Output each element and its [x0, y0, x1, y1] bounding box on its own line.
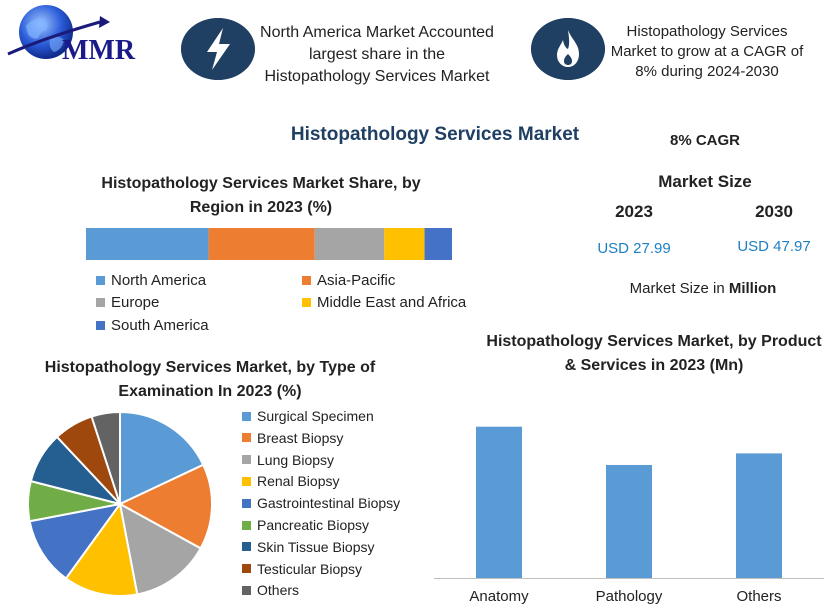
- market-size-title: Market Size: [658, 172, 752, 191]
- legend-swatch: [242, 455, 251, 465]
- region-segment-north-america: [86, 228, 209, 260]
- legend-swatch: [302, 298, 311, 307]
- legend-label: Gastrointestinal Biopsy: [257, 495, 401, 512]
- exam-legend-item: Lung Biopsy: [242, 452, 334, 468]
- flame-icon: [531, 18, 605, 80]
- exam-chart-title: Histopathology Services Market, by Type …: [44, 359, 376, 400]
- legend-swatch: [242, 585, 251, 595]
- pie-slice-others: [90, 410, 121, 505]
- legend-label: Middle East and Africa: [317, 294, 467, 311]
- mmr-logo: MMR: [7, 5, 136, 66]
- region-legend: North America Asia-Pacific Europe Middle Ea…: [96, 272, 496, 338]
- legend-swatch: [242, 498, 251, 508]
- exam-legend-item: Skin Tissue Biopsy: [242, 539, 375, 555]
- legend-label: Europe: [111, 294, 160, 311]
- region-legend-item: South America: [96, 317, 209, 334]
- legend-swatch: [242, 476, 251, 486]
- region-segment-europe: [314, 228, 385, 260]
- bar-others: [736, 453, 782, 578]
- exam-legend-item: Breast Biopsy: [242, 430, 343, 446]
- region-segment-middle-east-and-africa: [384, 228, 425, 260]
- pie-slice-gastrointestinal-biopsy: [28, 502, 123, 580]
- year-start: 2023: [615, 202, 653, 221]
- exam-pie-chart: [27, 410, 213, 597]
- region-segment-south-america: [424, 228, 452, 260]
- exam-legend-item: Gastrointestinal Biopsy: [242, 495, 400, 511]
- legend-label: North America: [111, 272, 207, 289]
- region-legend-item: North America: [96, 272, 206, 289]
- legend-label: Others: [257, 582, 300, 599]
- legend-swatch: [96, 276, 105, 285]
- exam-legend-item: Testicular Biopsy: [242, 561, 362, 577]
- legend-swatch: [242, 433, 251, 443]
- legend-label: South America: [111, 317, 209, 334]
- region-legend-item: Asia-Pacific: [302, 272, 395, 289]
- product-chart-title: Histopathology Services Market, by Produ…: [486, 333, 822, 374]
- product-x-axis: Anatomy Pathology Others: [434, 588, 824, 610]
- bar-pathology: [606, 464, 652, 578]
- pie-slice-renal-biopsy: [64, 501, 139, 597]
- unit-note: Market Size in Million: [600, 280, 806, 297]
- x-tick-label: Pathology: [595, 588, 663, 605]
- region-stacked-bar: [86, 228, 452, 260]
- region-segment-asia-pacific: [208, 228, 315, 260]
- region-legend-item: Europe: [96, 294, 159, 311]
- legend-swatch: [96, 298, 105, 307]
- legend-label: Lung Biopsy: [257, 451, 335, 468]
- bar-anatomy: [476, 426, 522, 578]
- legend-swatch: [242, 542, 251, 552]
- legend-swatch: [242, 411, 251, 421]
- legend-swatch: [302, 276, 311, 285]
- pie-slice-surgical-specimen: [119, 410, 205, 506]
- pie-slice-breast-biopsy: [117, 463, 213, 550]
- callout-cagr: Histopathology Services Market to grow a…: [610, 23, 804, 80]
- value-end: USD 47.97: [737, 238, 811, 255]
- cagr-label: 8% CAGR: [669, 132, 740, 149]
- legend-label: Renal Biopsy: [257, 473, 340, 490]
- year-end: 2030: [755, 202, 793, 221]
- legend-swatch: [96, 321, 105, 330]
- exam-legend-item: Renal Biopsy: [242, 473, 340, 489]
- exam-legend: Surgical Specimen Breast Biopsy Lung Biops…: [242, 408, 432, 608]
- product-bar-chart: [434, 426, 824, 579]
- unit-prefix: Market Size in: [629, 280, 729, 297]
- region-chart-title: Histopathology Services Market Share, by…: [101, 175, 421, 216]
- x-tick-label: Anatomy: [469, 588, 529, 605]
- legend-swatch: [242, 564, 251, 574]
- callout-north-america: North America Market Accounted largest s…: [260, 24, 494, 85]
- legend-label: Surgical Specimen: [257, 408, 374, 424]
- svg-text:MMR: MMR: [62, 35, 136, 66]
- exam-legend-item: Pancreatic Biopsy: [242, 517, 369, 533]
- value-start: USD 27.99: [597, 240, 671, 257]
- legend-label: Skin Tissue Biopsy: [257, 538, 375, 555]
- legend-label: Asia-Pacific: [317, 272, 396, 289]
- legend-label: Testicular Biopsy: [257, 560, 363, 577]
- legend-label: Pancreatic Biopsy: [257, 517, 370, 533]
- x-tick-label: Others: [736, 588, 782, 605]
- legend-label: Breast Biopsy: [257, 429, 344, 446]
- exam-legend-item: Others: [242, 582, 299, 598]
- unit-bold: Million: [728, 280, 777, 297]
- page-title: Histopathology Services Market: [290, 124, 580, 145]
- region-legend-item: Middle East and Africa: [302, 294, 466, 311]
- pie-slice-lung-biopsy: [118, 502, 202, 596]
- exam-legend-item: Surgical Specimen: [242, 408, 374, 424]
- legend-swatch: [242, 520, 251, 530]
- lightning-icon: [181, 18, 255, 80]
